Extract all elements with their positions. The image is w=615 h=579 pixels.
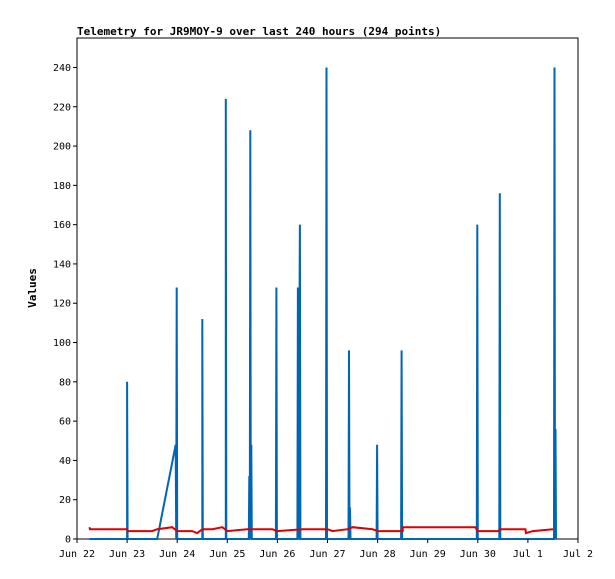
y-axis-label: Values [26,268,39,308]
y-tick-label: 80 [59,377,71,388]
x-tick-label: Jul 2 [563,549,593,560]
y-axis-ticks: 0 20 40 60 80 100 120 140 160 180 200 220 240 [53,63,77,546]
x-tick-label: Jun 29 [410,549,446,560]
y-tick-label: 200 [53,142,71,153]
x-tick-label: Jun 28 [360,549,396,560]
series-line-0 [89,67,557,540]
x-tick-label: Jun 23 [109,549,145,560]
x-tick-label: Jun 24 [159,549,195,560]
x-tick-label: Jun 22 [59,549,95,560]
series-line-1 [88,526,554,535]
y-tick-label: 40 [59,456,71,467]
series-layer [88,67,557,540]
x-axis-ticks: Jun 22 Jun 23 Jun 24 Jun 25 Jun 26 Jun 27 Jun … [59,539,593,560]
x-tick-label: Jun 26 [259,549,295,560]
x-tick-label: Jun 25 [209,549,245,560]
y-tick-label: 160 [53,220,71,231]
y-tick-label: 140 [53,259,71,270]
x-tick-label: Jul 1 [513,549,543,560]
y-tick-label: 240 [53,63,71,74]
y-tick-label: 180 [53,181,71,192]
y-tick-label: 0 [65,535,71,546]
y-tick-label: 220 [53,102,71,113]
y-tick-label: 60 [59,417,71,428]
y-tick-label: 100 [53,338,71,349]
y-tick-label: 20 [59,495,71,506]
y-tick-label: 120 [53,299,71,310]
chart-title: Telemetry for JR9MOY-9 over last 240 hou… [77,25,441,38]
x-tick-label: Jun 30 [460,549,496,560]
x-tick-label: Jun 27 [309,549,345,560]
